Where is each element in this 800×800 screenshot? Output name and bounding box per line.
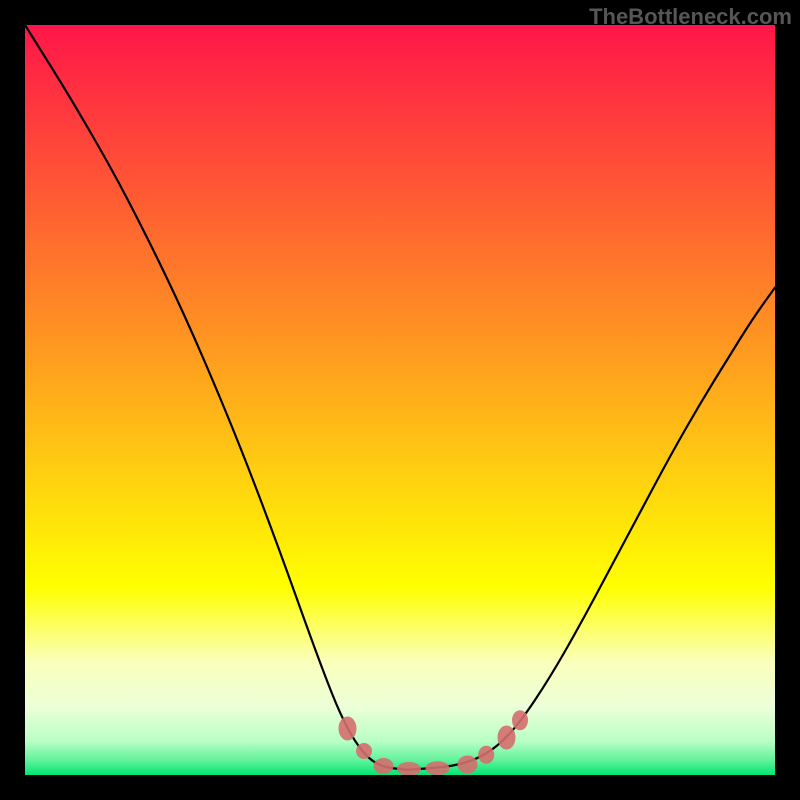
watermark-text: TheBottleneck.com: [589, 4, 792, 30]
chart-svg: [25, 25, 775, 775]
marker-7: [498, 726, 516, 750]
marker-8: [512, 710, 528, 730]
marker-6: [478, 746, 494, 764]
marker-1: [356, 743, 372, 759]
marker-0: [339, 717, 357, 741]
marker-2: [374, 758, 394, 774]
marker-4: [426, 761, 450, 775]
gradient-background: [25, 25, 775, 775]
plot-area: [25, 25, 775, 775]
chart-container: TheBottleneck.com: [0, 0, 800, 800]
marker-5: [458, 756, 478, 774]
